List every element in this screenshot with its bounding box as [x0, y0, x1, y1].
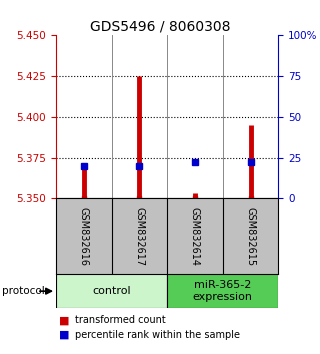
Text: miR-365-2
expression: miR-365-2 expression	[193, 280, 253, 302]
Text: ■: ■	[59, 330, 70, 339]
Text: ■: ■	[59, 315, 70, 325]
Text: GDS5496 / 8060308: GDS5496 / 8060308	[90, 19, 230, 34]
Text: percentile rank within the sample: percentile rank within the sample	[75, 330, 240, 339]
Text: control: control	[92, 286, 131, 296]
Text: GSM832615: GSM832615	[246, 207, 256, 266]
Bar	[167, 274, 278, 308]
Text: transformed count: transformed count	[75, 315, 166, 325]
Text: GSM832614: GSM832614	[190, 207, 200, 266]
Text: protocol: protocol	[2, 286, 44, 296]
Text: GSM832617: GSM832617	[134, 207, 144, 266]
Text: GSM832616: GSM832616	[79, 207, 89, 266]
Bar	[56, 274, 167, 308]
